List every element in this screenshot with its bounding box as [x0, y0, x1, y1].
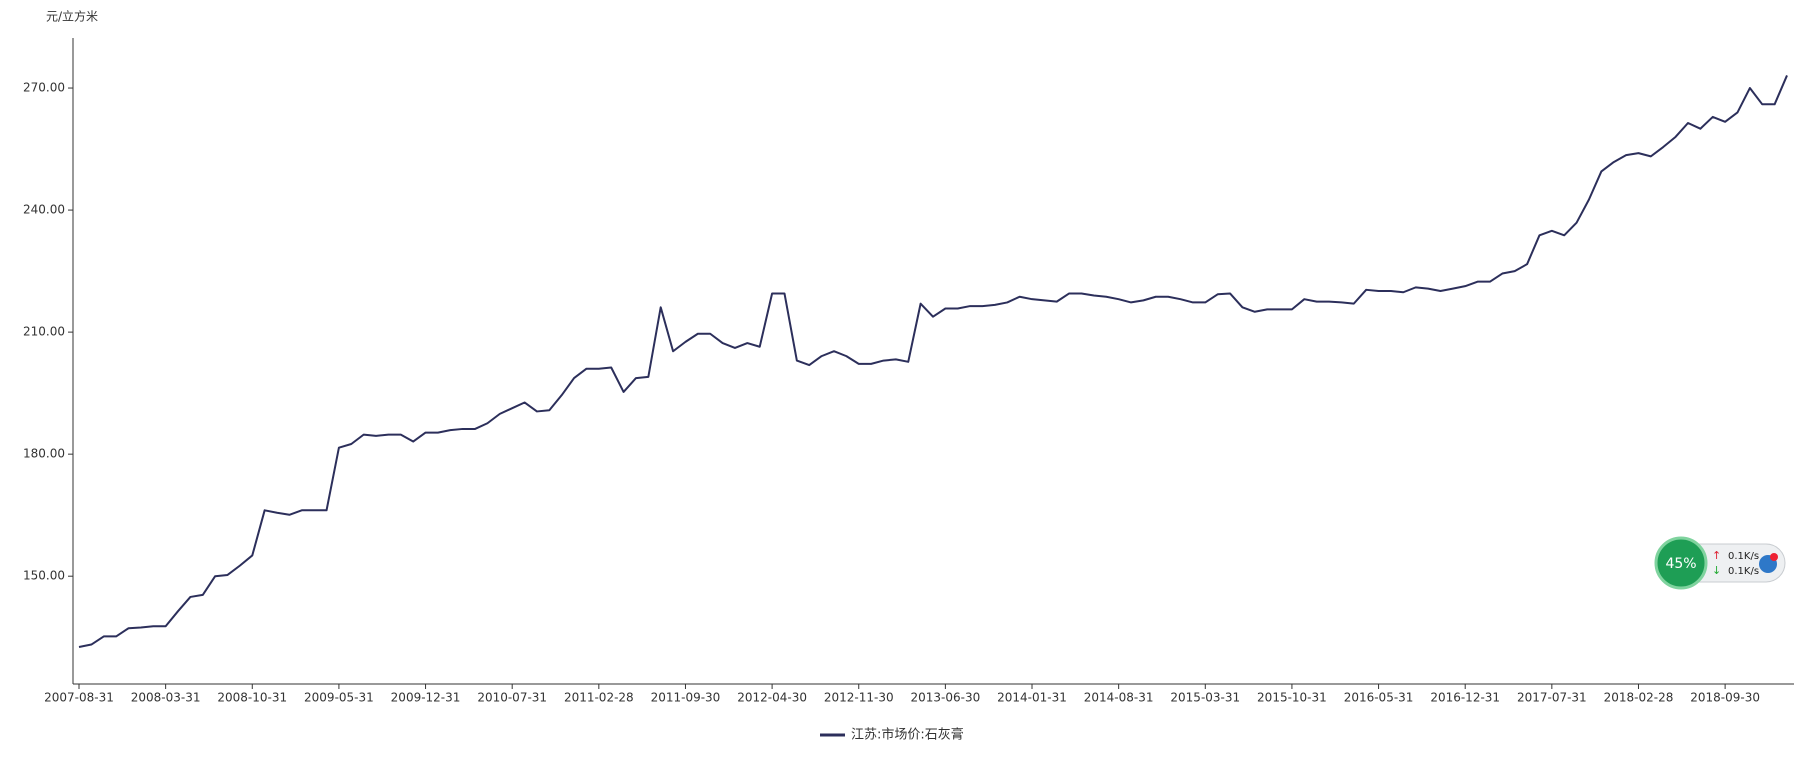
x-tick-label: 2015-10-31	[1257, 691, 1327, 705]
x-tick-label: 2017-07-31	[1517, 691, 1587, 705]
widget-download: 0.1K/s	[1728, 566, 1759, 577]
y-tick-label: 210.00	[23, 325, 65, 339]
widget-upload: 0.1K/s	[1728, 551, 1759, 562]
x-tick-label: 2018-02-28	[1604, 691, 1674, 705]
down-arrow: ↓	[1712, 564, 1721, 577]
x-tick-label: 2009-05-31	[304, 691, 374, 705]
up-arrow: ↑	[1712, 549, 1721, 562]
x-tick-label: 2007-08-31	[44, 691, 114, 705]
x-tick-label: 2012-04-30	[737, 691, 807, 705]
y-tick-label: 240.00	[23, 203, 65, 217]
x-tick-label: 2008-10-31	[217, 691, 287, 705]
legend-label: 江苏:市场价:石灰膏	[851, 727, 964, 743]
line-series	[78, 75, 1788, 648]
x-tick-label: 2014-01-31	[997, 691, 1067, 705]
x-tick-label: 2018-09-30	[1690, 691, 1760, 705]
widget-gauge	[1654, 536, 1708, 590]
x-tick-label: 2008-03-31	[131, 691, 201, 705]
x-tick-label: 2009-12-31	[391, 691, 461, 705]
x-tick-label: 2016-12-31	[1430, 691, 1500, 705]
network-widget: 45% ↑ ↓ 0.1K/s 0.1K/s	[1654, 536, 1786, 590]
y-axis-label: 元/立方米	[46, 9, 98, 24]
y-tick-label: 180.00	[23, 447, 65, 461]
widget-badge	[1770, 553, 1778, 561]
x-tick-label: 2016-05-31	[1344, 691, 1414, 705]
x-tick-label: 2015-03-31	[1170, 691, 1240, 705]
x-tick-label: 2012-11-30	[824, 691, 894, 705]
y-tick-label: 150.00	[23, 569, 65, 583]
x-tick-label: 2010-07-31	[477, 691, 547, 705]
y-tick-label: 270.00	[23, 81, 65, 95]
x-tick-label: 2011-09-30	[651, 691, 721, 705]
x-tick-label: 2011-02-28	[564, 691, 634, 705]
widget-percent: 45%	[1665, 556, 1696, 572]
x-tick-label: 2014-08-31	[1084, 691, 1154, 705]
x-tick-label: 2013-06-30	[911, 691, 981, 705]
